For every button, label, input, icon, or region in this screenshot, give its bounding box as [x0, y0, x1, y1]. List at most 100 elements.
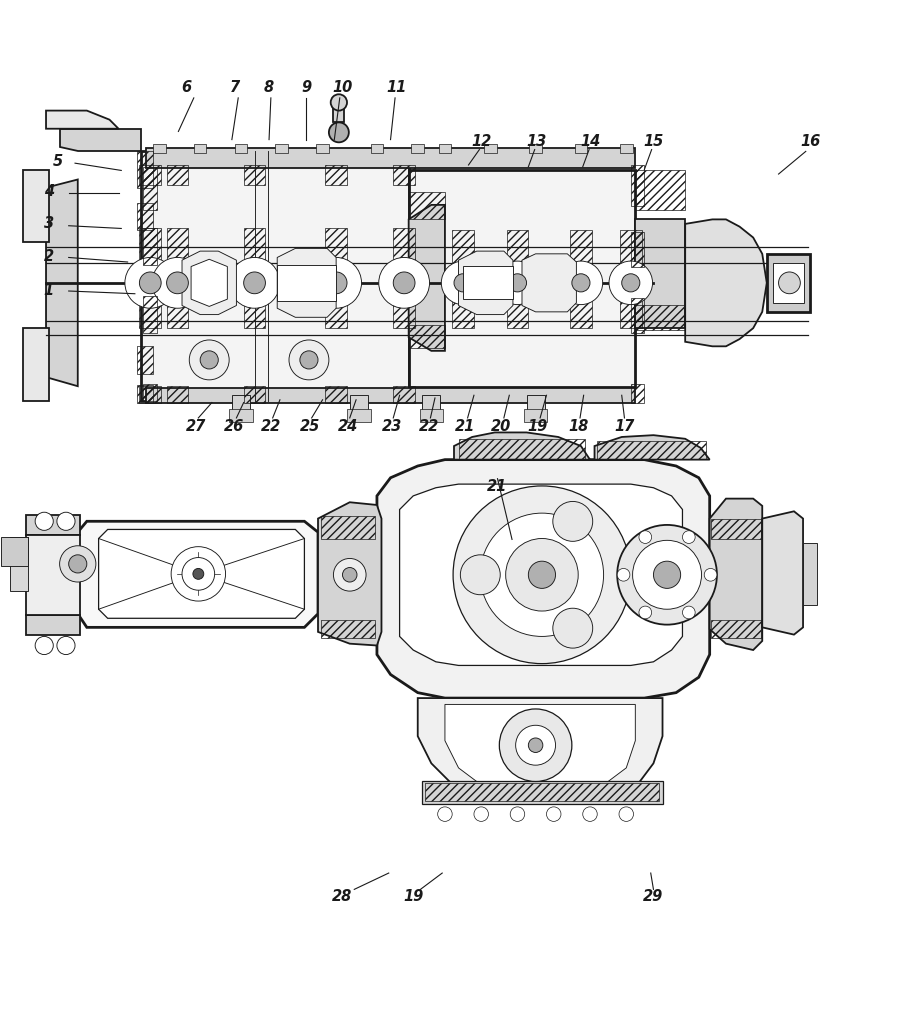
Circle shape — [289, 340, 329, 380]
Circle shape — [633, 540, 702, 609]
Bar — [1, 537, 28, 566]
Text: 25: 25 — [300, 419, 320, 434]
Bar — [620, 144, 633, 153]
Circle shape — [35, 637, 54, 654]
Circle shape — [528, 561, 556, 588]
Text: 2: 2 — [44, 249, 54, 264]
Bar — [507, 297, 528, 328]
Circle shape — [547, 807, 561, 821]
Text: 21: 21 — [487, 479, 507, 494]
Polygon shape — [277, 249, 336, 317]
Circle shape — [553, 608, 593, 648]
Bar — [631, 232, 645, 267]
Text: 26: 26 — [223, 419, 244, 434]
Polygon shape — [46, 179, 78, 386]
Text: 15: 15 — [644, 133, 664, 149]
Text: 1: 1 — [44, 282, 54, 298]
Circle shape — [166, 272, 188, 293]
Circle shape — [192, 569, 203, 580]
Circle shape — [553, 501, 593, 541]
Text: 28: 28 — [331, 890, 351, 904]
Circle shape — [639, 531, 652, 543]
Bar — [712, 519, 761, 538]
Bar — [425, 784, 659, 801]
Bar — [229, 409, 252, 422]
Text: 18: 18 — [568, 419, 588, 434]
Bar — [409, 193, 445, 219]
Polygon shape — [191, 259, 227, 307]
Bar — [321, 516, 375, 538]
Bar — [393, 386, 415, 403]
Circle shape — [200, 351, 218, 369]
Circle shape — [243, 272, 265, 293]
Bar — [143, 384, 157, 400]
Bar — [24, 169, 49, 243]
Circle shape — [510, 807, 525, 821]
Bar — [620, 230, 642, 265]
Bar — [232, 395, 250, 410]
Circle shape — [331, 95, 347, 111]
Bar — [631, 165, 645, 206]
Bar — [140, 228, 161, 265]
Bar — [24, 328, 49, 400]
Text: 22: 22 — [261, 419, 281, 434]
Bar — [137, 346, 153, 374]
Bar — [631, 299, 645, 333]
Bar — [350, 395, 368, 410]
Circle shape — [438, 807, 452, 821]
Circle shape — [454, 274, 472, 291]
Text: 13: 13 — [527, 133, 547, 149]
Text: 23: 23 — [382, 419, 402, 434]
Bar — [146, 388, 636, 403]
Polygon shape — [686, 219, 766, 346]
Bar — [620, 297, 642, 328]
Bar — [411, 144, 424, 153]
Bar — [193, 144, 206, 153]
Text: 9: 9 — [301, 79, 311, 95]
Text: 6: 6 — [182, 79, 192, 95]
Circle shape — [516, 726, 556, 765]
Circle shape — [654, 561, 681, 588]
Circle shape — [453, 486, 631, 663]
Bar — [137, 203, 153, 230]
Circle shape — [379, 258, 429, 308]
Polygon shape — [445, 704, 636, 782]
Bar — [422, 782, 663, 804]
Bar — [26, 515, 81, 535]
Text: 19: 19 — [528, 419, 548, 434]
Circle shape — [69, 554, 87, 573]
Bar — [570, 297, 592, 328]
Polygon shape — [182, 251, 236, 315]
Circle shape — [683, 531, 696, 543]
Polygon shape — [99, 530, 304, 619]
Bar — [143, 167, 157, 210]
Bar — [316, 144, 329, 153]
Circle shape — [572, 274, 590, 291]
Circle shape — [153, 258, 202, 308]
Polygon shape — [459, 251, 513, 315]
Text: 5: 5 — [53, 154, 63, 169]
Bar — [766, 254, 810, 312]
Bar — [325, 165, 347, 184]
Circle shape — [617, 525, 717, 625]
Bar — [333, 106, 344, 122]
Circle shape — [300, 351, 318, 369]
Circle shape — [460, 554, 500, 595]
Bar — [459, 439, 586, 459]
Polygon shape — [595, 435, 710, 460]
Polygon shape — [418, 698, 663, 795]
Circle shape — [499, 709, 572, 782]
Polygon shape — [522, 254, 577, 312]
Bar — [234, 144, 247, 153]
Circle shape — [778, 272, 800, 293]
Bar — [636, 219, 686, 328]
Bar — [10, 537, 28, 591]
Bar — [636, 305, 686, 330]
Circle shape — [60, 546, 96, 582]
Text: 24: 24 — [338, 419, 358, 434]
Bar — [452, 230, 474, 265]
Text: 8: 8 — [264, 79, 274, 95]
Bar — [243, 165, 265, 184]
Bar — [631, 384, 645, 403]
Circle shape — [506, 538, 578, 611]
